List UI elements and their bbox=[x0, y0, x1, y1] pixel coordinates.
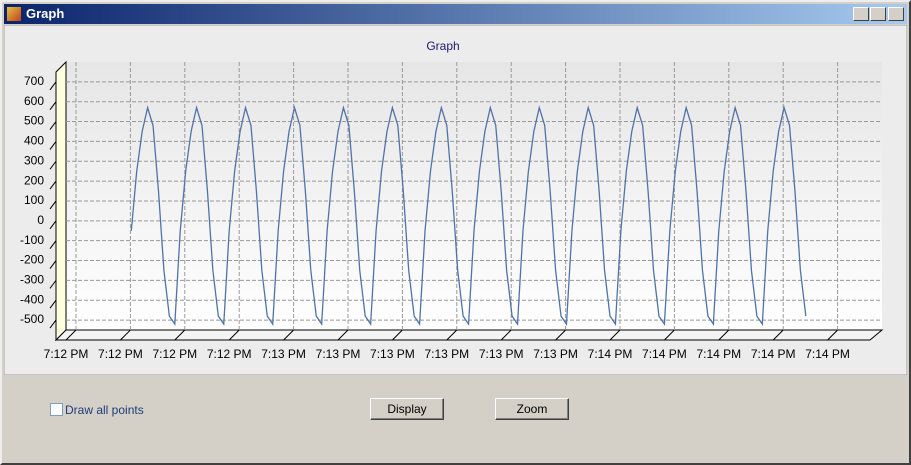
tick-mark bbox=[392, 329, 403, 341]
y-tick-label: -300 bbox=[20, 273, 44, 287]
y-tick-label: -200 bbox=[20, 253, 44, 267]
tick-mark bbox=[49, 180, 57, 190]
window-title: Graph bbox=[26, 6, 65, 21]
tick-mark bbox=[49, 81, 57, 91]
x-tick-label: 7:14 PM bbox=[696, 347, 741, 361]
minimize[interactable] bbox=[853, 7, 869, 21]
y-tick-label: 600 bbox=[24, 94, 44, 108]
tick-mark bbox=[49, 101, 57, 111]
y-tick-label: 500 bbox=[24, 114, 44, 128]
tick-mark bbox=[49, 299, 57, 309]
y-tick-label: 0 bbox=[37, 213, 44, 227]
tick-mark bbox=[664, 329, 675, 341]
checkbox[interactable] bbox=[50, 403, 63, 416]
close[interactable] bbox=[888, 7, 904, 21]
maximize[interactable] bbox=[870, 7, 886, 21]
x-tick-label: 7:13 PM bbox=[424, 347, 469, 361]
x-tick-label: 7:14 PM bbox=[751, 347, 796, 361]
tick-mark bbox=[49, 319, 57, 329]
y-tick-label: 400 bbox=[24, 134, 44, 148]
title-bar: Graph bbox=[4, 4, 907, 24]
line-series bbox=[130, 105, 807, 326]
x-tick-label: 7:13 PM bbox=[316, 347, 361, 361]
x-tick-label: 7:14 PM bbox=[642, 347, 687, 361]
x-tick-label: 7:14 PM bbox=[805, 347, 850, 361]
tick-mark bbox=[772, 329, 784, 341]
y-tick-label: 700 bbox=[24, 74, 44, 88]
x-tick-label: 7:13 PM bbox=[261, 347, 306, 361]
checkbox-label[interactable]: Draw all points bbox=[65, 403, 144, 417]
tick-mark bbox=[49, 121, 57, 130]
tick-mark bbox=[49, 240, 57, 249]
x-tick-label: 7:13 PM bbox=[479, 347, 524, 361]
tick-mark bbox=[49, 160, 57, 170]
x-tick-label: 7:13 PM bbox=[370, 347, 415, 361]
y-tick-label: -100 bbox=[20, 233, 44, 247]
chart: Graph -500 -400 -300 -200 -100 0 100 200 300 400 5… bbox=[4, 25, 907, 375]
tick-mark bbox=[49, 200, 57, 210]
x-tick-label: 7:12 PM bbox=[152, 347, 197, 361]
app-icon bbox=[7, 7, 21, 21]
tick-mark bbox=[827, 329, 838, 341]
x-tick-label: 7:14 PM bbox=[588, 347, 633, 361]
chart-title: Graph bbox=[426, 39, 459, 53]
tick-mark bbox=[337, 329, 349, 341]
left-wall bbox=[55, 60, 67, 342]
tick-mark bbox=[555, 329, 566, 341]
tick-mark bbox=[49, 260, 57, 269]
tick-mark bbox=[65, 329, 77, 341]
x-tick-label: 7:12 PM bbox=[207, 347, 252, 361]
tick-mark bbox=[49, 220, 57, 230]
floor bbox=[54, 329, 884, 341]
zoom-button[interactable]: Zoom bbox=[495, 398, 569, 420]
tick-mark bbox=[228, 329, 240, 341]
x-tick-label: 7:12 PM bbox=[98, 347, 143, 361]
tick-mark bbox=[283, 329, 294, 341]
tick-mark bbox=[718, 329, 730, 341]
y-tick-label: -500 bbox=[20, 312, 44, 326]
tick-mark bbox=[500, 329, 512, 341]
tick-mark bbox=[446, 329, 458, 341]
tick-mark bbox=[120, 329, 131, 341]
x-tick-label: 7:12 PM bbox=[44, 347, 89, 361]
display-button[interactable]: Display bbox=[370, 398, 444, 420]
y-tick-label: 100 bbox=[24, 193, 44, 207]
tick-mark bbox=[174, 329, 186, 341]
tick-mark bbox=[49, 141, 57, 150]
tick-mark bbox=[609, 329, 621, 341]
tick-mark bbox=[49, 280, 57, 289]
x-tick-label: 7:13 PM bbox=[533, 347, 578, 361]
y-tick-label: 300 bbox=[24, 153, 44, 167]
y-tick-label: 200 bbox=[24, 173, 44, 187]
y-tick-label: -400 bbox=[20, 292, 44, 306]
